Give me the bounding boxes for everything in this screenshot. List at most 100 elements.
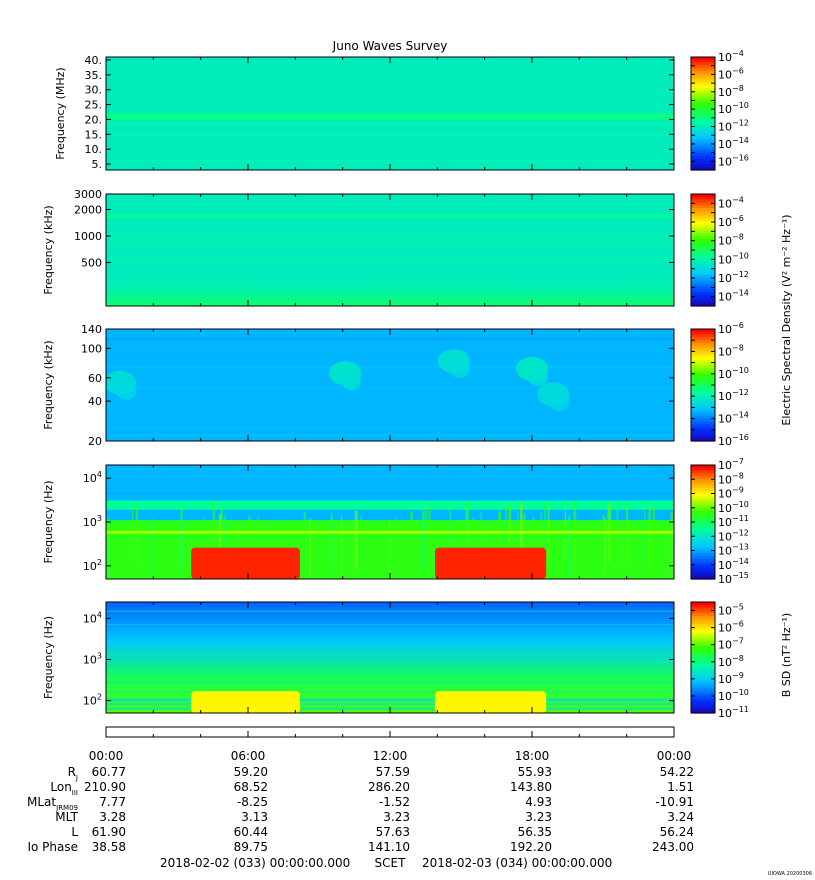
ephemeris-value: 141.10 <box>368 840 410 854</box>
ephemeris-value: 56.24 <box>660 825 694 839</box>
y-axis-label: Frequency (kHz) <box>42 205 55 294</box>
ephemeris-row: MLatJRM09 7.77 -8.25 -1.52 4.93 -10.91 <box>27 795 694 812</box>
colorbar-tick-label: 10−8 <box>718 471 744 486</box>
colorbar-lfr-high: 10−6 10−8 10−10 10−12 10−14 10−16 <box>690 321 749 448</box>
burst-emission <box>434 547 547 579</box>
ephemeris-value: -1.52 <box>379 795 410 809</box>
spectrogram-background <box>106 329 674 441</box>
colorbar-tick-label: 10−8 <box>718 233 744 248</box>
panel-hfwbr-low: 3000 2000 1000 500 Frequency (kHz) 10−4 10−6 10… <box>42 188 749 307</box>
ephemeris-row: MLT 3.28 3.13 3.23 3.23 3.24 <box>55 810 694 824</box>
ephemeris-value: 4.93 <box>525 795 552 809</box>
colorbar-hfwbr-low: 10−4 10−6 10−8 10−10 10−12 10−14 <box>690 193 749 307</box>
colorbar-tick-label: 10−12 <box>718 119 749 134</box>
colorbar-tick-label: 10−8 <box>718 84 744 99</box>
ephemeris-value: 68.52 <box>234 780 268 794</box>
colorbar-tick-label: 10−6 <box>718 66 744 81</box>
colorbar-tick-label: 10−13 <box>718 543 749 558</box>
time-range-start: 2018-02-02 (033) 00:00:00.000 <box>160 856 350 870</box>
ephemeris-value: 3.13 <box>241 810 268 824</box>
magnetic-colorbar-title: B SD (nT² Hz⁻¹) <box>780 613 793 697</box>
y-tick-label: 40 <box>88 395 102 408</box>
ephemeris-value: 192.20 <box>510 840 552 854</box>
emission-band <box>106 214 674 218</box>
x-tick-label: 18:00 <box>515 749 550 763</box>
ephemeris-value: 3.28 <box>99 810 126 824</box>
y-axis-label: Frequency (Hz) <box>42 616 55 699</box>
y-tick-label: 2000 <box>74 203 102 216</box>
ephemeris-value: 210.90 <box>84 780 126 794</box>
ephemeris-value: 286.20 <box>368 780 410 794</box>
ephemeris-value: 60.77 <box>92 765 126 779</box>
ephemeris-value: 60.44 <box>234 825 268 839</box>
colorbar-hfwbr-high: 10−4 10−6 10−8 10−10 10−12 10−14 10−16 <box>690 49 749 171</box>
time-axis: 00:00 06:00 12:00 18:00 00:00 <box>89 726 691 763</box>
y-tick-label: 104 <box>83 470 102 485</box>
y-tick-label: 10. <box>85 143 103 156</box>
ephemeris-value: -8.25 <box>237 795 268 809</box>
y-axis-label: Frequency (Hz) <box>42 481 55 564</box>
y-tick-label: 500 <box>81 256 102 269</box>
ephemeris-value: 57.63 <box>376 825 410 839</box>
colorbar-tick-label: 10−6 <box>718 214 744 229</box>
y-tick-label: 35. <box>85 69 103 82</box>
panel-electric-low: 104 103 102 Frequency (Hz) 10−710−810−910−10… <box>42 457 749 586</box>
colorbar-tick-label: 10−10 <box>718 366 749 381</box>
y-tick-label: 30. <box>85 84 103 97</box>
y-tick-label: 15. <box>85 128 103 141</box>
ephemeris-row: L 61.90 60.44 57.63 56.35 56.24 <box>71 825 694 839</box>
colorbar-tick-label: 10−14 <box>718 411 749 426</box>
colorbar-electric-low: 10−710−810−910−1010−1110−1210−1310−1410−… <box>690 457 749 586</box>
colorbar-magnetic: 10−5 10−6 10−7 10−8 10−9 10−10 10−11 <box>690 601 749 720</box>
ephemeris-value: -10.91 <box>655 795 694 809</box>
ephemeris-value: 61.90 <box>92 825 126 839</box>
y-tick-label: 103 <box>83 514 102 529</box>
colorbar-tick-label: 10−10 <box>718 101 749 116</box>
time-range-end: 2018-02-03 (034) 00:00:00.000 <box>422 856 612 870</box>
y-tick-label: 1000 <box>74 230 102 243</box>
colorbar-tick-label: 10−15 <box>718 571 749 586</box>
y-axis-label: Frequency (MHz) <box>54 67 67 159</box>
y-tick-label: 103 <box>83 651 102 666</box>
y-tick-label: 20. <box>85 113 103 126</box>
ephemeris-row: LonIII 210.90 68.52 286.20 143.80 1.51 <box>50 780 694 797</box>
colorbar-tick-label: 10−6 <box>718 321 744 336</box>
colorbar-tick-label: 10−4 <box>718 195 744 210</box>
ephemeris-value: 1.51 <box>667 780 694 794</box>
burst-emission <box>434 691 547 713</box>
ephemeris-table: RJ 60.77 59.20 57.59 55.93 54.22 LonIII 210.90 6… <box>27 765 694 854</box>
figure-title: Juno Waves Survey <box>332 39 448 53</box>
ephemeris-row-label: RJ <box>68 765 78 782</box>
magnetic-colorbar-label: B SD (nT² Hz⁻¹) <box>780 613 793 697</box>
burst-emission <box>191 547 301 579</box>
ephemeris-value: 3.24 <box>667 810 694 824</box>
y-tick-label: 25. <box>85 99 103 112</box>
ephemeris-value: 55.93 <box>518 765 552 779</box>
y-tick-label: 5. <box>92 158 103 171</box>
narrow-emission-line <box>106 530 674 534</box>
panel-hfwbr-high: 40. 35. 30. 25.20. 15. 10. 5. Frequency (MHz) 10… <box>54 49 749 171</box>
colorbar-tick-label: 10−8 <box>718 654 744 669</box>
y-tick-label: 3000 <box>74 188 102 201</box>
ephemeris-value: 7.77 <box>99 795 126 809</box>
colorbar-tick-label: 10−10 <box>718 688 749 703</box>
colorbar-tick-label: 10−16 <box>718 153 749 168</box>
colorbar-tick-label: 10−7 <box>718 457 744 472</box>
ephemeris-value: 89.75 <box>234 840 268 854</box>
ephemeris-row: RJ 60.77 59.20 57.59 55.93 54.22 <box>68 765 694 782</box>
ephemeris-value: 38.58 <box>92 840 126 854</box>
colorbar-tick-label: 10−10 <box>718 500 749 515</box>
y-axis-label: Frequency (kHz) <box>42 340 55 429</box>
colorbar-tick-label: 10−9 <box>718 486 744 501</box>
colorbar-tick-label: 10−14 <box>718 289 749 304</box>
panel-lfr-high: 140 100 60 40 20 Frequency (kHz) 10−6 10−8 10−10… <box>42 321 749 448</box>
ephemeris-value: 54.22 <box>660 765 694 779</box>
ephemeris-row-label: Io Phase <box>27 840 78 854</box>
colorbar-tick-label: 10−4 <box>718 49 744 64</box>
ephemeris-row-label: MLT <box>55 810 78 824</box>
colorbar-tick-label: 10−12 <box>718 528 749 543</box>
colorbar-tick-label: 10−7 <box>718 637 744 652</box>
colorbar-tick-label: 10−8 <box>718 343 744 358</box>
